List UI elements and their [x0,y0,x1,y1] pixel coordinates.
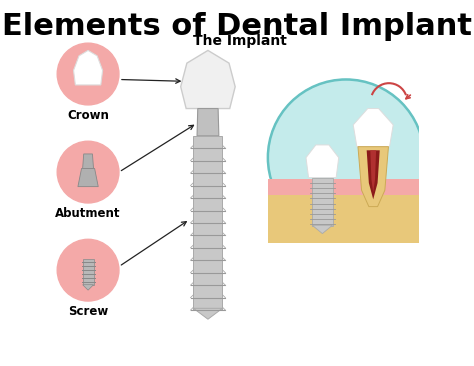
Polygon shape [78,168,98,187]
Polygon shape [268,179,424,243]
Polygon shape [82,154,93,168]
Text: The Implant: The Implant [193,34,287,48]
Polygon shape [73,51,102,85]
Polygon shape [306,145,339,178]
Polygon shape [367,150,380,199]
Polygon shape [370,150,376,192]
Polygon shape [82,285,93,290]
Polygon shape [181,51,235,109]
Polygon shape [312,178,333,226]
Polygon shape [268,195,424,243]
Polygon shape [82,259,93,285]
Circle shape [57,43,119,105]
Polygon shape [193,136,222,310]
Text: Abutment: Abutment [55,207,121,220]
Polygon shape [197,109,219,136]
Text: Elements of Dental Implant: Elements of Dental Implant [2,12,472,41]
Polygon shape [358,147,389,207]
Text: Screw: Screw [68,305,108,318]
Polygon shape [312,225,333,234]
Circle shape [57,141,119,203]
Circle shape [57,239,119,301]
Polygon shape [353,109,393,147]
Circle shape [268,79,424,236]
Polygon shape [193,308,222,319]
Text: Crown: Crown [67,109,109,122]
